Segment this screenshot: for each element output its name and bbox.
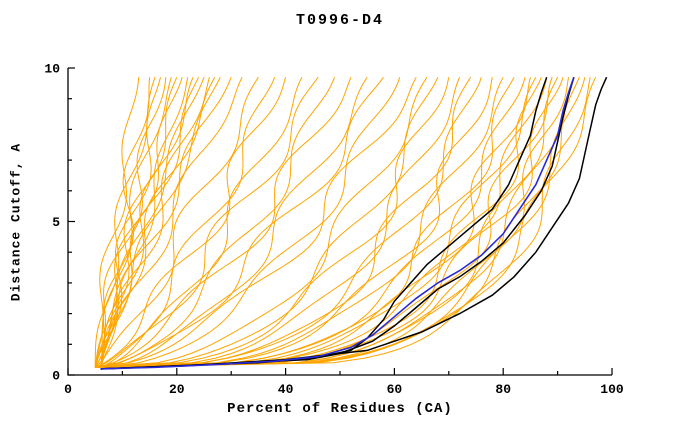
ensemble-curve: [94, 77, 167, 368]
ensemble-curve: [94, 76, 221, 368]
ensemble-curve: [94, 76, 200, 368]
ensemble-curve: [95, 77, 542, 368]
ensemble-curve: [95, 76, 597, 368]
ensemble-curve: [100, 77, 526, 368]
ensemble-curve: [100, 76, 303, 368]
ensemble-curve: [100, 77, 569, 368]
ensemble-curve: [100, 77, 276, 368]
x-axis-label: Percent of Residues (CA): [227, 401, 453, 417]
ensemble-curve: [95, 77, 493, 368]
ensemble-curve: [95, 76, 515, 368]
x-tick-label: 60: [387, 382, 403, 397]
ensemble-curve: [100, 77, 205, 368]
ensemble-curve: [100, 77, 591, 368]
ensemble-curve: [100, 77, 194, 368]
ensemble-curve: [100, 77, 461, 368]
ensemble-curve: [95, 77, 531, 368]
y-tick-label: 0: [52, 369, 60, 384]
black-model-2: [100, 76, 575, 370]
ensemble-curve: [100, 76, 504, 368]
ensemble-curve: [100, 76, 559, 368]
ensemble-curve: [95, 76, 319, 368]
ensemble-curve: [94, 77, 287, 368]
ensemble-curve: [94, 76, 243, 368]
ensemble-curve: [100, 77, 336, 368]
ensemble-curve: [95, 76, 428, 368]
ensemble-curve: [100, 76, 368, 368]
ensemble-curve: [94, 76, 259, 368]
ensemble-curve: [95, 77, 553, 368]
black-model-3: [100, 76, 608, 370]
ensemble-curve: [95, 77, 564, 368]
x-tick-label: 20: [169, 382, 185, 397]
ensemble-curve: [100, 76, 216, 368]
blue-model-curve: [100, 76, 575, 370]
ensemble-curve: [95, 76, 417, 368]
chart-title: T0996-D4: [295, 12, 384, 29]
y-tick-label: 5: [52, 215, 60, 230]
ensemble-curve: [100, 76, 537, 368]
y-tick-label: 10: [44, 62, 60, 77]
ensemble-curve: [100, 77, 482, 368]
ensemble-curve: [95, 77, 450, 368]
x-tick-label: 100: [600, 382, 624, 397]
x-tick-label: 40: [278, 382, 294, 397]
x-tick-label: 0: [64, 382, 72, 397]
ensemble-curve: [100, 77, 232, 368]
ensemble-curve: [94, 77, 189, 368]
ensemble-curve: [95, 77, 352, 368]
ensemble-curve: [94, 77, 178, 368]
ensemble-curve: [100, 76, 439, 368]
ensemble-curve: [94, 77, 210, 368]
ensemble-curve: [95, 76, 384, 368]
x-tick-label: 80: [495, 382, 511, 397]
ensemble-curve: [100, 77, 548, 368]
y-axis-label: Distance Cutoff, A: [8, 142, 24, 302]
